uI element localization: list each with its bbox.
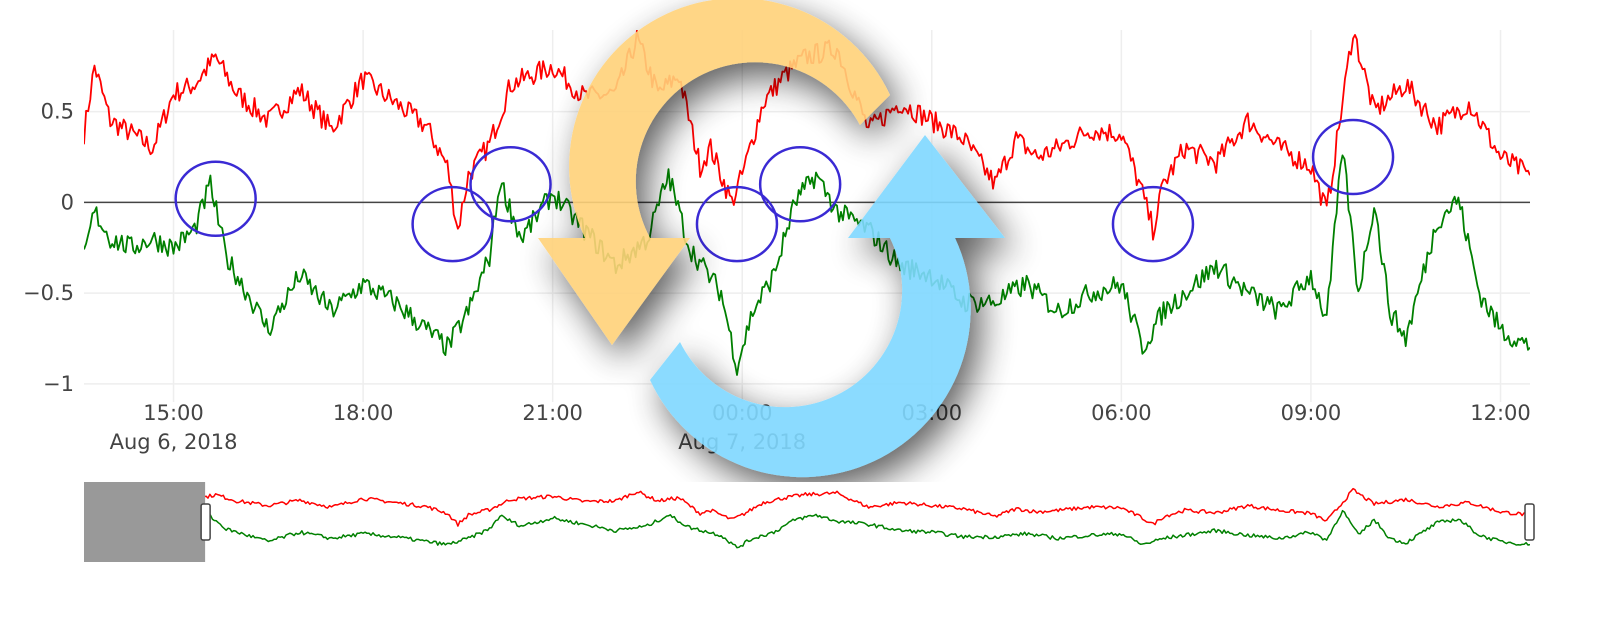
- x-tick-label: 15:00: [143, 401, 204, 425]
- y-tick-label: −1: [43, 372, 74, 396]
- range-slider-right-handle[interactable]: [1524, 503, 1535, 541]
- range-slider-series-line-0: [84, 487, 1530, 527]
- highlight-circle: [1311, 118, 1395, 196]
- highlight-circles: [174, 118, 1395, 263]
- y-tick-label: 0: [61, 190, 74, 214]
- x-tick-label: 12:00: [1470, 401, 1531, 425]
- highlight-circle: [758, 145, 842, 223]
- range-slider-series: [84, 487, 1530, 549]
- highlight-circle: [469, 145, 552, 223]
- highlight-circle: [695, 185, 779, 263]
- highlight-circle: [1111, 185, 1195, 263]
- range-slider[interactable]: [84, 482, 1535, 562]
- highlight-circle: [411, 185, 494, 263]
- y-axis: −1 −0.5 0 0.5: [23, 100, 74, 396]
- highlight-circle: [174, 160, 257, 238]
- y-tick-label: −0.5: [23, 281, 74, 305]
- x-tick-label: 21:00: [522, 401, 583, 425]
- range-slider-unselected-mask: [84, 482, 206, 562]
- x-tick-label: 18:00: [333, 401, 394, 425]
- x-date-label: Aug 6, 2018: [110, 430, 238, 454]
- series-line-1: [84, 154, 1530, 376]
- refresh-cycle-icon: [538, 0, 1005, 478]
- x-tick-label: 06:00: [1091, 401, 1152, 425]
- top-arrow: [538, 0, 890, 345]
- range-slider-left-handle[interactable]: [200, 503, 211, 541]
- x-tick-label: 09:00: [1281, 401, 1342, 425]
- bottom-arrow: [650, 135, 1005, 478]
- y-tick-label: 0.5: [41, 100, 74, 124]
- range-slider-series-line-1: [84, 509, 1530, 549]
